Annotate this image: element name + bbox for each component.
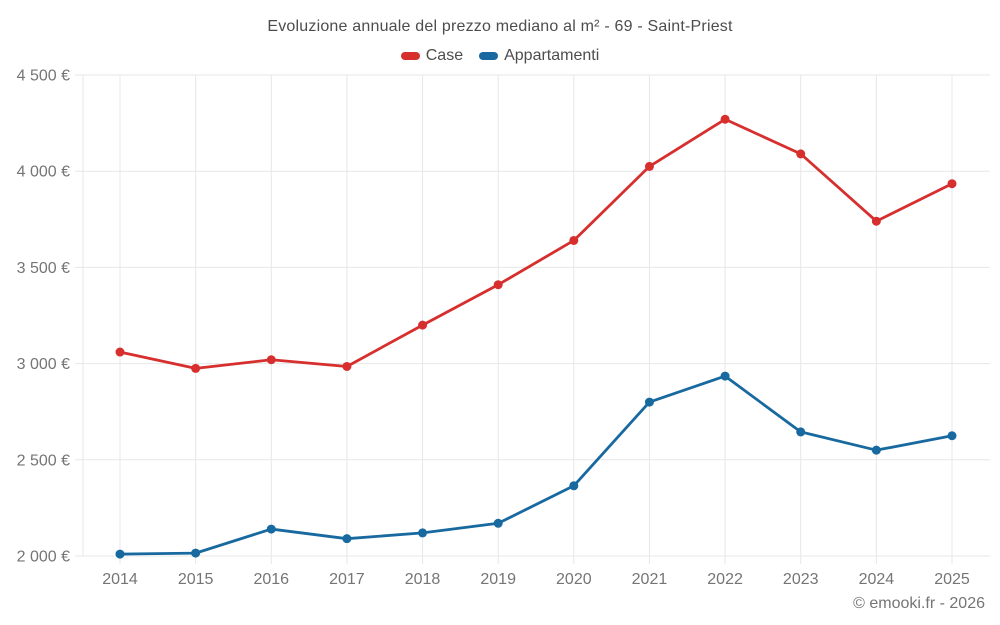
data-point-case-2015[interactable] <box>191 363 201 373</box>
legend-label: Appartamenti <box>504 47 600 64</box>
x-axis-tick-label: 2021 <box>632 571 668 588</box>
y-axis-tick-label: 3 500 € <box>17 260 70 277</box>
data-point-case-2014[interactable] <box>115 347 125 357</box>
data-point-case-2022[interactable] <box>720 114 730 124</box>
y-axis-tick-label: 4 500 € <box>17 68 70 85</box>
x-axis-tick-label: 2014 <box>102 571 138 588</box>
data-point-case-2025[interactable] <box>947 179 957 189</box>
data-point-appartamenti-2025[interactable] <box>947 431 957 441</box>
y-axis-tick-label: 4 000 € <box>17 164 70 181</box>
data-point-appartamenti-2020[interactable] <box>569 481 579 491</box>
x-axis-tick-label: 2024 <box>859 571 895 588</box>
data-point-appartamenti-2014[interactable] <box>115 549 125 559</box>
x-axis-tick-label: 2023 <box>783 571 819 588</box>
legend-swatch-icon <box>400 52 420 60</box>
data-point-appartamenti-2015[interactable] <box>191 548 201 558</box>
x-axis-tick-label: 2016 <box>253 571 289 588</box>
x-axis-tick-label: 2017 <box>329 571 365 588</box>
legend-item-case[interactable]: Case <box>400 47 464 65</box>
data-point-case-2020[interactable] <box>569 235 579 245</box>
x-axis-tick-label: 2015 <box>178 571 214 588</box>
data-point-case-2016[interactable] <box>266 355 276 365</box>
x-axis-tick-label: 2020 <box>556 571 592 588</box>
data-point-case-2019[interactable] <box>493 280 503 290</box>
legend-item-appartamenti[interactable]: Appartamenti <box>479 47 599 65</box>
x-axis-tick-label: 2022 <box>707 571 743 588</box>
series-line-case <box>118 117 954 370</box>
data-point-appartamenti-2021[interactable] <box>644 397 654 407</box>
copyright-credit: © emooki.fr - 2026 <box>853 595 985 612</box>
data-point-case-2021[interactable] <box>644 161 654 171</box>
x-axis-tick-label: 2019 <box>480 571 516 588</box>
data-point-case-2017[interactable] <box>342 361 352 371</box>
series-line-appartamenti <box>118 374 954 556</box>
x-axis-tick-label: 2018 <box>405 571 441 588</box>
data-point-case-2024[interactable] <box>871 216 881 226</box>
y-axis-tick-label: 2 500 € <box>17 452 70 469</box>
data-point-case-2018[interactable] <box>418 320 428 330</box>
legend-label: Case <box>425 47 464 64</box>
data-point-appartamenti-2019[interactable] <box>493 518 503 528</box>
data-point-appartamenti-2017[interactable] <box>342 534 352 544</box>
data-point-appartamenti-2022[interactable] <box>720 371 730 381</box>
data-point-appartamenti-2018[interactable] <box>418 528 428 538</box>
y-axis-tick-label: 2 000 € <box>17 549 70 566</box>
data-point-case-2023[interactable] <box>796 149 806 159</box>
chart-title: Evoluzione annuale del prezzo mediano al… <box>267 18 733 35</box>
data-point-appartamenti-2016[interactable] <box>266 524 276 534</box>
x-axis-tick-label: 2025 <box>934 571 970 588</box>
y-axis-tick-label: 3 000 € <box>17 356 70 373</box>
data-point-appartamenti-2023[interactable] <box>796 427 806 437</box>
legend-swatch-icon <box>479 52 499 60</box>
data-point-appartamenti-2024[interactable] <box>871 445 881 455</box>
chart-legend: Case Appartamenti <box>0 47 1000 65</box>
